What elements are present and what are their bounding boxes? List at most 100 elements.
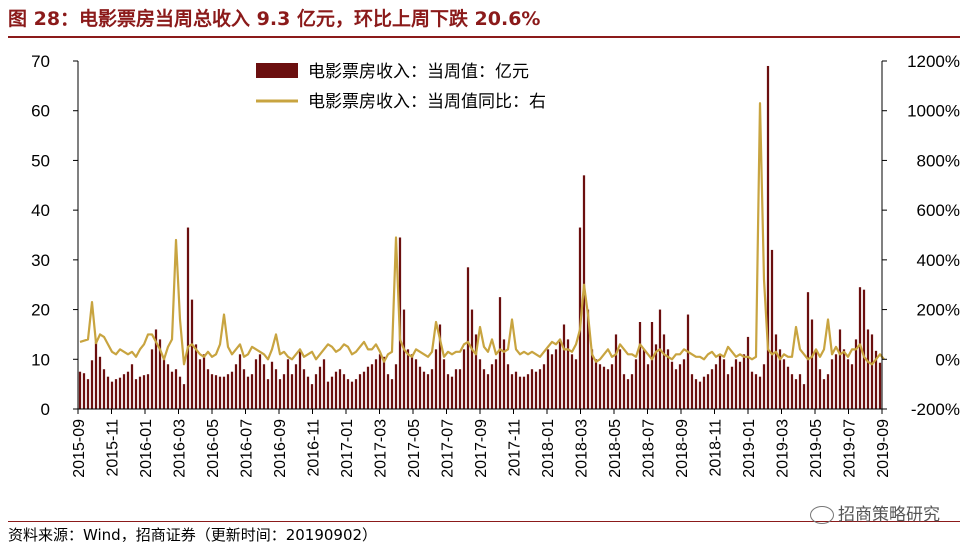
- bar: [822, 379, 826, 409]
- bar: [694, 379, 698, 409]
- x-tick-label: 2016-05: [205, 419, 222, 478]
- watermark-text: 招商策略研究: [838, 505, 940, 525]
- bar: [202, 354, 206, 409]
- bar: [738, 361, 742, 409]
- bar: [166, 364, 170, 409]
- bar: [702, 376, 706, 409]
- bar: [378, 354, 382, 409]
- bar: [154, 329, 158, 409]
- bar: [158, 339, 162, 409]
- bar: [502, 339, 506, 409]
- x-tick-label: 2019-03: [775, 419, 792, 478]
- bar: [330, 376, 334, 409]
- bar: [190, 299, 194, 409]
- bar: [678, 364, 682, 409]
- bar: [482, 369, 486, 409]
- bar: [290, 374, 294, 409]
- bar: [126, 371, 130, 409]
- bar: [410, 354, 414, 409]
- bar: [274, 369, 278, 409]
- bar: [682, 359, 686, 409]
- bar: [118, 377, 122, 409]
- right-tick-label: -200%: [911, 400, 960, 419]
- bar: [830, 359, 834, 409]
- bar: [546, 349, 550, 409]
- bar: [306, 376, 310, 409]
- bar: [246, 376, 250, 409]
- bar: [94, 341, 98, 409]
- bar: [866, 329, 870, 409]
- bar: [370, 364, 374, 409]
- bar: [498, 297, 502, 409]
- bar: [406, 349, 410, 409]
- bar: [358, 374, 362, 409]
- bar: [390, 379, 394, 409]
- bar: [162, 359, 166, 409]
- left-tick-label: 50: [31, 151, 50, 170]
- bar: [250, 374, 254, 409]
- x-tick-label: 2018-11: [708, 419, 725, 477]
- bar: [542, 364, 546, 409]
- bar: [594, 359, 598, 409]
- bar: [186, 227, 190, 409]
- bar: [478, 359, 482, 409]
- bar: [534, 371, 538, 409]
- bar: [810, 319, 814, 409]
- bar: [122, 374, 126, 409]
- yoy-line: [79, 102, 885, 366]
- x-tick-label: 2018-07: [641, 419, 658, 478]
- bar: [334, 371, 338, 409]
- bar: [602, 366, 606, 409]
- legend-label-line: 电影票房收入：当周值同比：右: [308, 92, 546, 112]
- title-divider: [8, 36, 960, 38]
- bar: [858, 287, 862, 409]
- bar: [662, 334, 666, 409]
- bar: [690, 374, 694, 409]
- bar: [758, 376, 762, 409]
- right-tick-label: 1200%: [907, 52, 960, 71]
- bar: [574, 359, 578, 409]
- bar: [790, 374, 794, 409]
- bar: [214, 375, 218, 409]
- bar: [326, 381, 330, 409]
- bar: [294, 364, 298, 409]
- bar: [254, 359, 258, 409]
- bar: [710, 369, 714, 409]
- bar: [338, 369, 342, 409]
- bar: [298, 349, 302, 409]
- bar: [314, 374, 318, 409]
- bar: [142, 375, 146, 409]
- bar: [450, 376, 454, 409]
- bar: [78, 371, 82, 409]
- bar: [342, 374, 346, 409]
- bar: [510, 374, 514, 409]
- bar: [862, 289, 866, 409]
- bar: [198, 359, 202, 409]
- bar: [874, 350, 878, 409]
- bar: [470, 309, 474, 409]
- bar: [310, 384, 314, 409]
- bar: [766, 65, 770, 409]
- left-tick-label: 20: [31, 301, 50, 320]
- bar: [558, 339, 562, 409]
- bar: [846, 359, 850, 409]
- bar: [102, 369, 106, 409]
- bar: [854, 339, 858, 409]
- bar: [426, 374, 430, 409]
- bar: [134, 379, 138, 409]
- bar: [506, 364, 510, 409]
- bar: [754, 374, 758, 409]
- right-tick-label: 800%: [917, 151, 960, 170]
- bar: [870, 334, 874, 409]
- bar: [786, 366, 790, 409]
- axes: 0 10 20 30 40 50 60 70 -200% 0% 200% 400% 600% 800% 10…: [31, 52, 960, 478]
- x-tick-label: 2016-03: [172, 419, 189, 478]
- right-tick-label: 200%: [917, 301, 960, 320]
- bar: [522, 376, 526, 409]
- right-tick-label: 400%: [917, 251, 960, 270]
- bar: [258, 354, 262, 409]
- bar: [530, 369, 534, 409]
- bar: [670, 361, 674, 409]
- bar: [590, 349, 594, 409]
- bar: [434, 349, 438, 409]
